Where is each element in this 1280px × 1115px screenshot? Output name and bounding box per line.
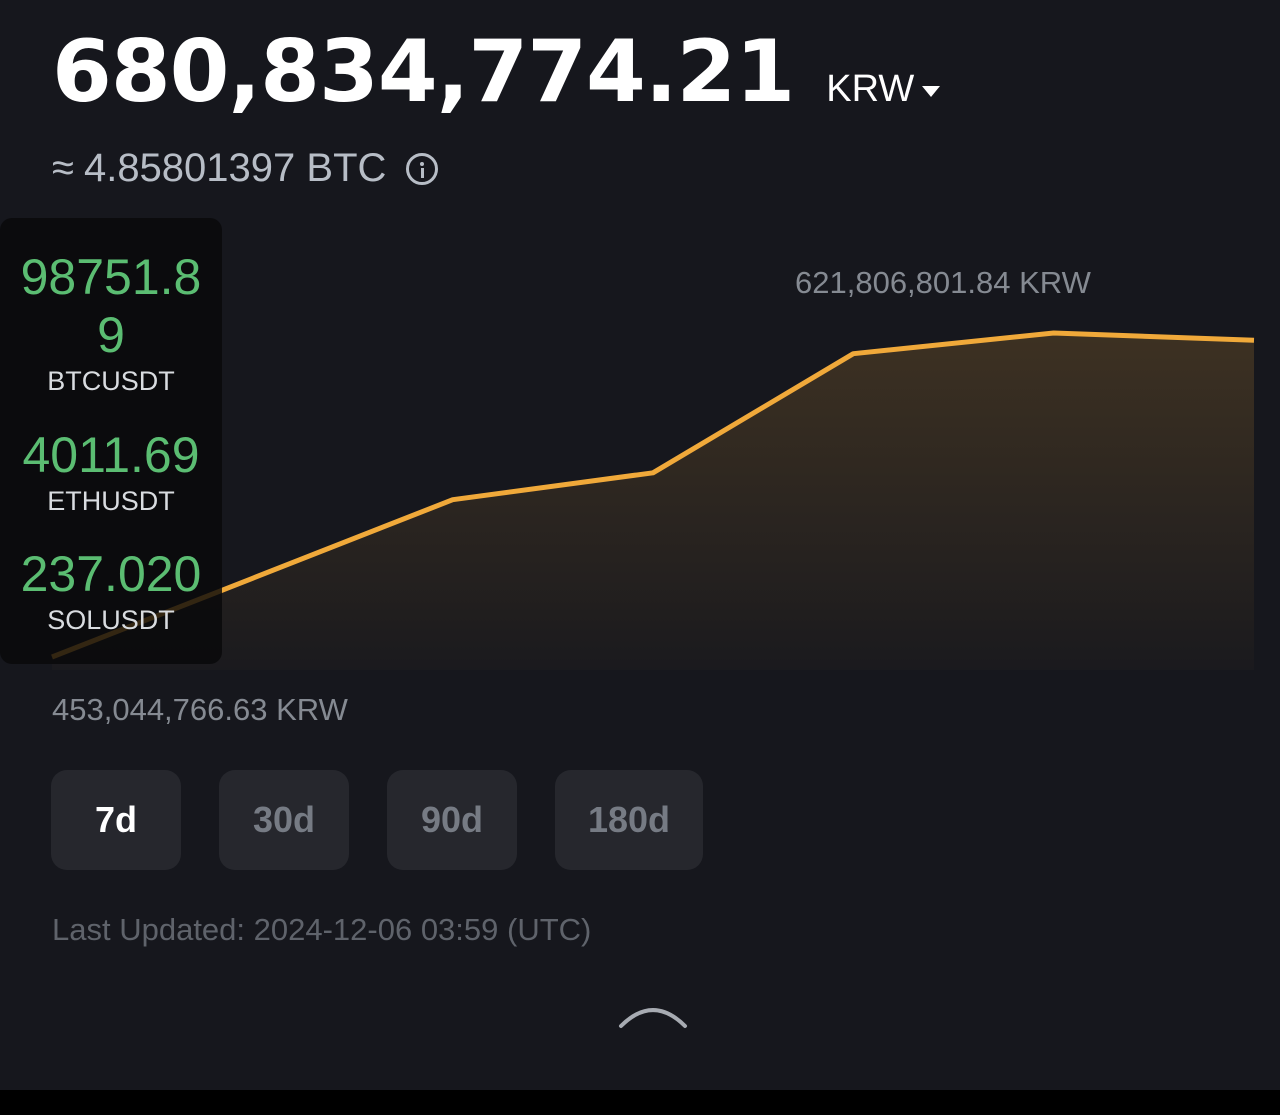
ticker-ethusdt[interactable]: 4011.69 ETHUSDT bbox=[0, 426, 222, 518]
ticker-price: 237.020 bbox=[20, 546, 202, 602]
chart-min-label: 453,044,766.63 KRW bbox=[52, 692, 348, 727]
last-updated: Last Updated: 2024-12-06 03:59 (UTC) bbox=[52, 912, 592, 947]
balance-row: 680,834,774.21 KRW bbox=[52, 22, 941, 122]
chart-line bbox=[51, 330, 1255, 660]
currency-selector[interactable]: KRW bbox=[826, 68, 941, 111]
total-balance: 680,834,774.21 bbox=[52, 22, 795, 122]
btc-equivalent-row: ≈ 4.85801397 BTC bbox=[52, 146, 439, 191]
info-icon[interactable] bbox=[406, 152, 439, 185]
ticker-symbol: ETHUSDT bbox=[47, 486, 175, 516]
caret-down-icon bbox=[922, 86, 941, 97]
ticker-price: 98751.89 bbox=[20, 249, 202, 363]
bottom-bar bbox=[0, 1090, 1280, 1115]
ticker-solusdt[interactable]: 237.020 SOLUSDT bbox=[0, 545, 222, 637]
tab-180d[interactable]: 180d bbox=[555, 770, 703, 870]
btc-equivalent: 4.85801397 BTC bbox=[83, 146, 387, 190]
ticker-btcusdt[interactable]: 98751.89 BTCUSDT bbox=[0, 248, 222, 398]
chart-max-label: 621,806,801.84 KRW bbox=[795, 265, 1091, 300]
balance-chart bbox=[51, 330, 1255, 670]
ticker-symbol: SOLUSDT bbox=[47, 605, 175, 635]
chart-area-fill bbox=[52, 333, 1254, 670]
approx-symbol: ≈ bbox=[52, 146, 74, 190]
ticker-symbol: BTCUSDT bbox=[47, 366, 175, 396]
tab-90d[interactable]: 90d bbox=[387, 770, 517, 870]
tab-30d[interactable]: 30d bbox=[219, 770, 349, 870]
ticker-price: 4011.69 bbox=[22, 427, 200, 483]
currency-label: KRW bbox=[826, 68, 915, 110]
tab-7d[interactable]: 7d bbox=[51, 770, 181, 870]
period-tabs: 7d 30d 90d 180d bbox=[51, 770, 741, 870]
chevron-up-icon[interactable] bbox=[618, 998, 688, 1030]
ticker-panel: 98751.89 BTCUSDT 4011.69 ETHUSDT 237.020… bbox=[0, 218, 222, 664]
